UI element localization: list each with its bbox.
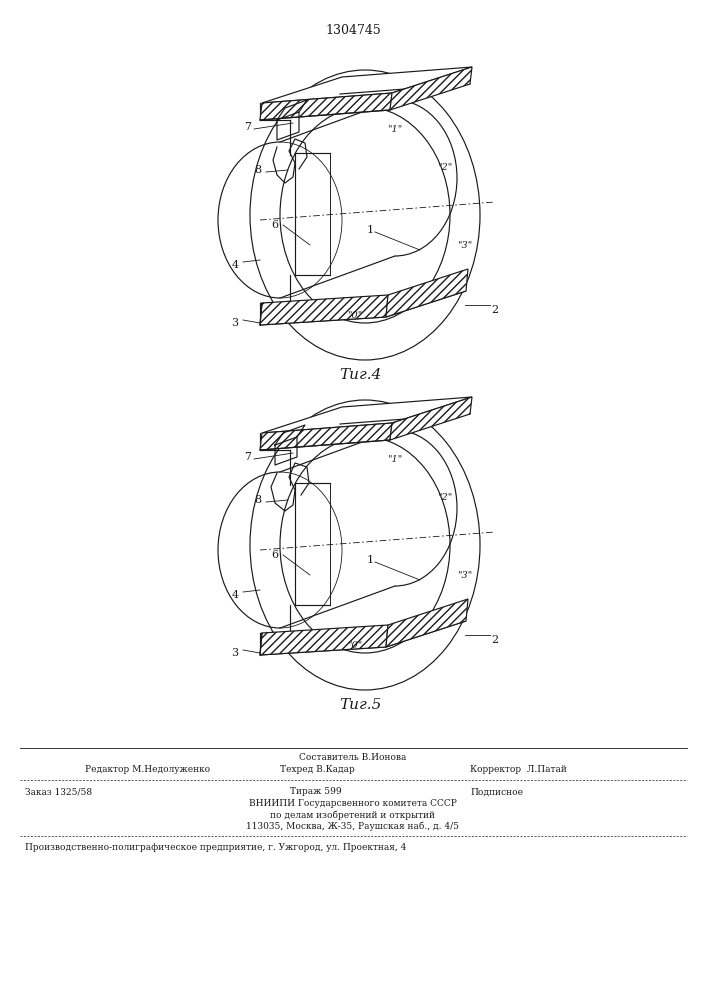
Text: 4: 4 <box>231 590 238 600</box>
Text: Редактор М.Недолуженко: Редактор М.Недолуженко <box>85 766 210 774</box>
Text: 8: 8 <box>255 495 262 505</box>
Text: 3: 3 <box>231 318 238 328</box>
Text: 1304745: 1304745 <box>325 23 381 36</box>
Text: ВНИИПИ Государсвенного комитета СССР: ВНИИПИ Государсвенного комитета СССР <box>249 800 457 808</box>
Text: Подписное: Подписное <box>470 788 523 796</box>
Polygon shape <box>260 93 392 120</box>
Text: "2": "2" <box>438 162 452 172</box>
Text: Корректор  Л.Патай: Корректор Л.Патай <box>470 766 567 774</box>
Polygon shape <box>390 67 472 110</box>
Text: 7: 7 <box>245 452 252 462</box>
Polygon shape <box>262 67 472 103</box>
Polygon shape <box>260 291 466 325</box>
Text: Техред В.Кадар: Техред В.Кадар <box>280 766 355 774</box>
Text: "1": "1" <box>387 456 402 464</box>
Polygon shape <box>260 295 388 325</box>
Text: "0": "0" <box>347 641 363 650</box>
Text: Τиг.4: Τиг.4 <box>339 368 381 382</box>
Polygon shape <box>262 397 472 433</box>
Polygon shape <box>390 397 472 440</box>
Text: 3: 3 <box>231 648 238 658</box>
Polygon shape <box>386 269 468 317</box>
Text: 2: 2 <box>491 305 498 315</box>
Polygon shape <box>260 423 392 450</box>
Text: 6: 6 <box>271 550 279 560</box>
Text: по делам изобретений и открытий: по делам изобретений и открытий <box>271 810 436 820</box>
Text: Тираж 599: Тираж 599 <box>290 788 341 796</box>
Polygon shape <box>260 621 466 655</box>
Text: 4: 4 <box>231 260 238 270</box>
Polygon shape <box>260 625 388 655</box>
Text: 6: 6 <box>271 220 279 230</box>
Text: 1: 1 <box>366 225 373 235</box>
Text: "2": "2" <box>438 492 452 502</box>
Text: "3": "3" <box>457 570 472 580</box>
Text: "3": "3" <box>457 240 472 249</box>
Text: Τиг.5: Τиг.5 <box>339 698 381 712</box>
Text: 113035, Москва, Ж-35, Раушская наб., д. 4/5: 113035, Москва, Ж-35, Раушская наб., д. … <box>247 821 460 831</box>
Text: Заказ 1325/58: Заказ 1325/58 <box>25 788 92 796</box>
Text: "1": "1" <box>387 125 402 134</box>
Polygon shape <box>386 599 468 647</box>
Text: "0": "0" <box>347 310 363 320</box>
Text: 2: 2 <box>491 635 498 645</box>
Text: 8: 8 <box>255 165 262 175</box>
Text: Производственно-полиграфическое предприятие, г. Ужгород, ул. Проектная, 4: Производственно-полиграфическое предприя… <box>25 844 407 852</box>
Text: 1: 1 <box>366 555 373 565</box>
Text: Составитель В.Ионова: Составитель В.Ионова <box>299 754 407 762</box>
Text: 7: 7 <box>245 122 252 132</box>
